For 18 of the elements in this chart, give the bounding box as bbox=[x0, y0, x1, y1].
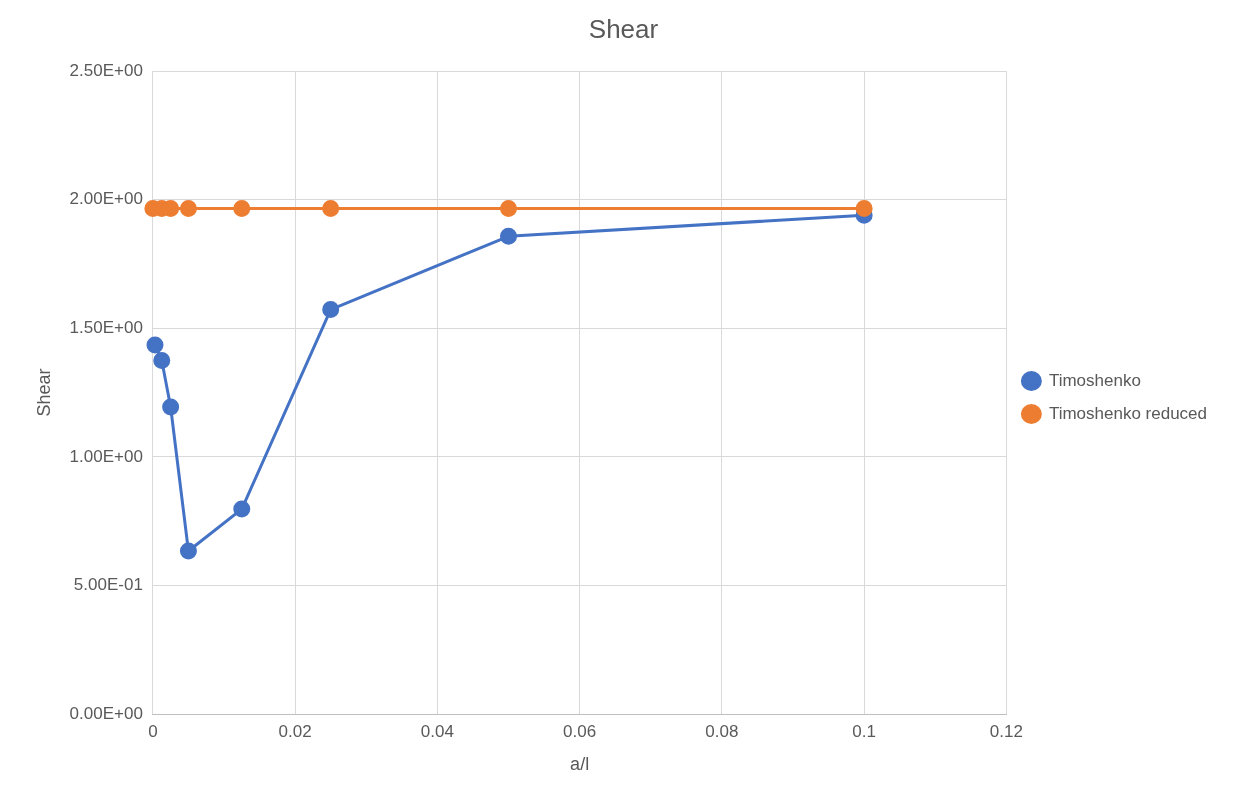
y-axis-title: Shear bbox=[33, 368, 54, 417]
x-tick-label: 0.06 bbox=[563, 721, 597, 741]
x-tick-label: 0.02 bbox=[278, 721, 312, 741]
x-tick-label: 0.08 bbox=[705, 721, 739, 741]
x-tick-label: 0 bbox=[148, 721, 158, 741]
x-tick-label: 0.12 bbox=[989, 721, 1023, 741]
y-tick-label: 1.00E+00 bbox=[69, 446, 143, 466]
x-tick-label: 0.04 bbox=[420, 721, 454, 741]
y-tick-label: 2.50E+00 bbox=[69, 60, 143, 80]
x-tick-label: 0.1 bbox=[852, 721, 876, 741]
legend-label: Timoshenko reduced bbox=[1048, 403, 1207, 423]
chart-title: Shear bbox=[588, 13, 659, 44]
x-axis-title: a/l bbox=[570, 754, 590, 775]
y-tick-label: 5.00E-01 bbox=[73, 575, 143, 595]
y-tick-label: 2.00E+00 bbox=[69, 189, 143, 209]
legend-label: Timoshenko bbox=[1048, 370, 1141, 390]
y-tick-label: 1.50E+00 bbox=[69, 318, 143, 338]
y-tick-label: 0.00E+00 bbox=[69, 703, 143, 723]
